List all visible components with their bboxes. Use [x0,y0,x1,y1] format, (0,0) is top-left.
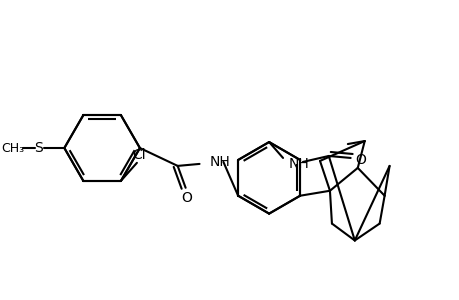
Text: CH₃: CH₃ [1,142,24,154]
Text: Cl: Cl [132,148,146,162]
Text: NH: NH [288,157,309,171]
Text: S: S [34,141,43,155]
Text: O: O [181,191,192,205]
Text: NH: NH [209,155,230,169]
Text: O: O [354,153,365,167]
